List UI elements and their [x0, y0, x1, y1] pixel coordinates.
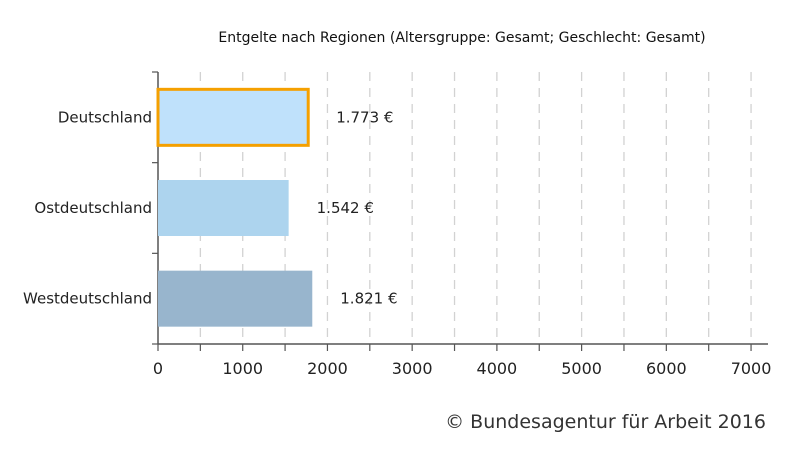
chart-title: Entgelte nach Regionen (Altersgruppe: Ge… [218, 30, 705, 46]
x-tick-label: 4000 [477, 359, 518, 378]
x-tick-label: 6000 [646, 359, 687, 378]
data-label: 1.773 € [336, 108, 393, 126]
data-label: 1.542 € [317, 199, 374, 217]
x-tick-label: 2000 [307, 359, 348, 378]
copyright-notice: © Bundesagentur für Arbeit 2016 [445, 411, 766, 433]
bar[interactable] [158, 270, 313, 327]
bar[interactable] [158, 180, 289, 236]
x-tick-label: 0 [153, 359, 163, 378]
bars [156, 87, 313, 327]
category-label: Deutschland [58, 108, 152, 126]
labels: 0 1000 2000 3000 4000 5000 6000 7000 Deutschland… [23, 108, 771, 378]
category-label: Ostdeutschland [34, 199, 152, 217]
x-tick-label: 1000 [222, 359, 263, 378]
bar[interactable] [156, 87, 310, 147]
x-tick-label: 5000 [561, 359, 602, 378]
x-tick-label: 7000 [731, 359, 772, 378]
x-tick-label: 3000 [392, 359, 433, 378]
data-label: 1.821 € [340, 290, 397, 308]
category-label: Westdeutschland [23, 290, 152, 308]
